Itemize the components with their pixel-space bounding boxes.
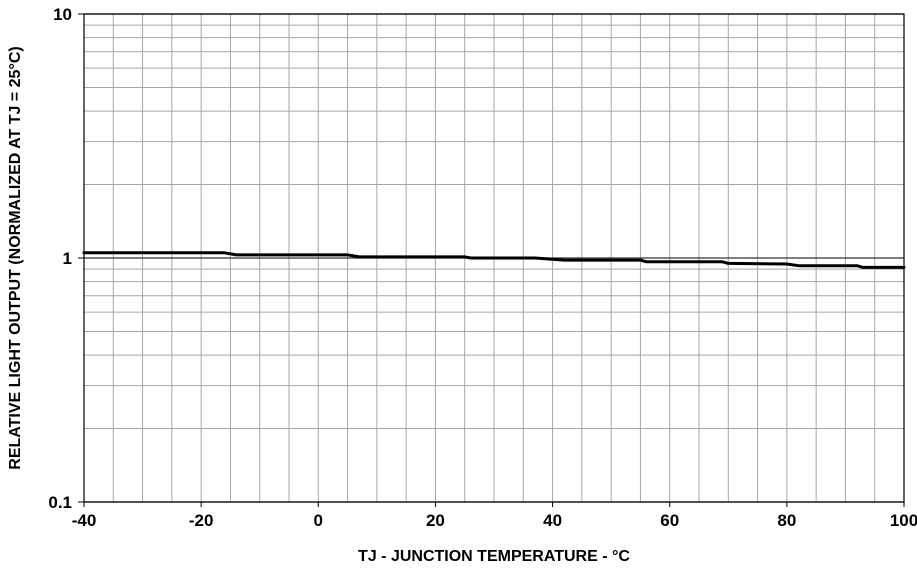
x-tick-label: 60 (660, 511, 679, 530)
x-tick-label: -20 (189, 511, 214, 530)
y-axis-title: RELATIVE LIGHT OUTPUT (NORMALIZED AT TJ … (7, 46, 24, 469)
x-tick-label: 40 (543, 511, 562, 530)
y-tick-label: 0.1 (48, 493, 72, 512)
x-tick-label: 20 (426, 511, 445, 530)
series-group (82, 251, 906, 269)
y-tick-label: 10 (53, 5, 72, 24)
x-axis-title: TJ - JUNCTION TEMPERATURE - °C (358, 548, 630, 565)
y-tick-label: 1 (63, 249, 72, 268)
x-axis-ticks: -40 -20 0 20 40 60 80 100 (72, 502, 917, 530)
x-tick-label: -40 (72, 511, 97, 530)
series-line (82, 251, 906, 269)
x-tick-label: 80 (777, 511, 796, 530)
x-tick-label: 0 (314, 511, 323, 530)
y-axis-ticks: 0.1 1 10 (48, 5, 84, 512)
x-tick-label: 100 (890, 511, 917, 530)
